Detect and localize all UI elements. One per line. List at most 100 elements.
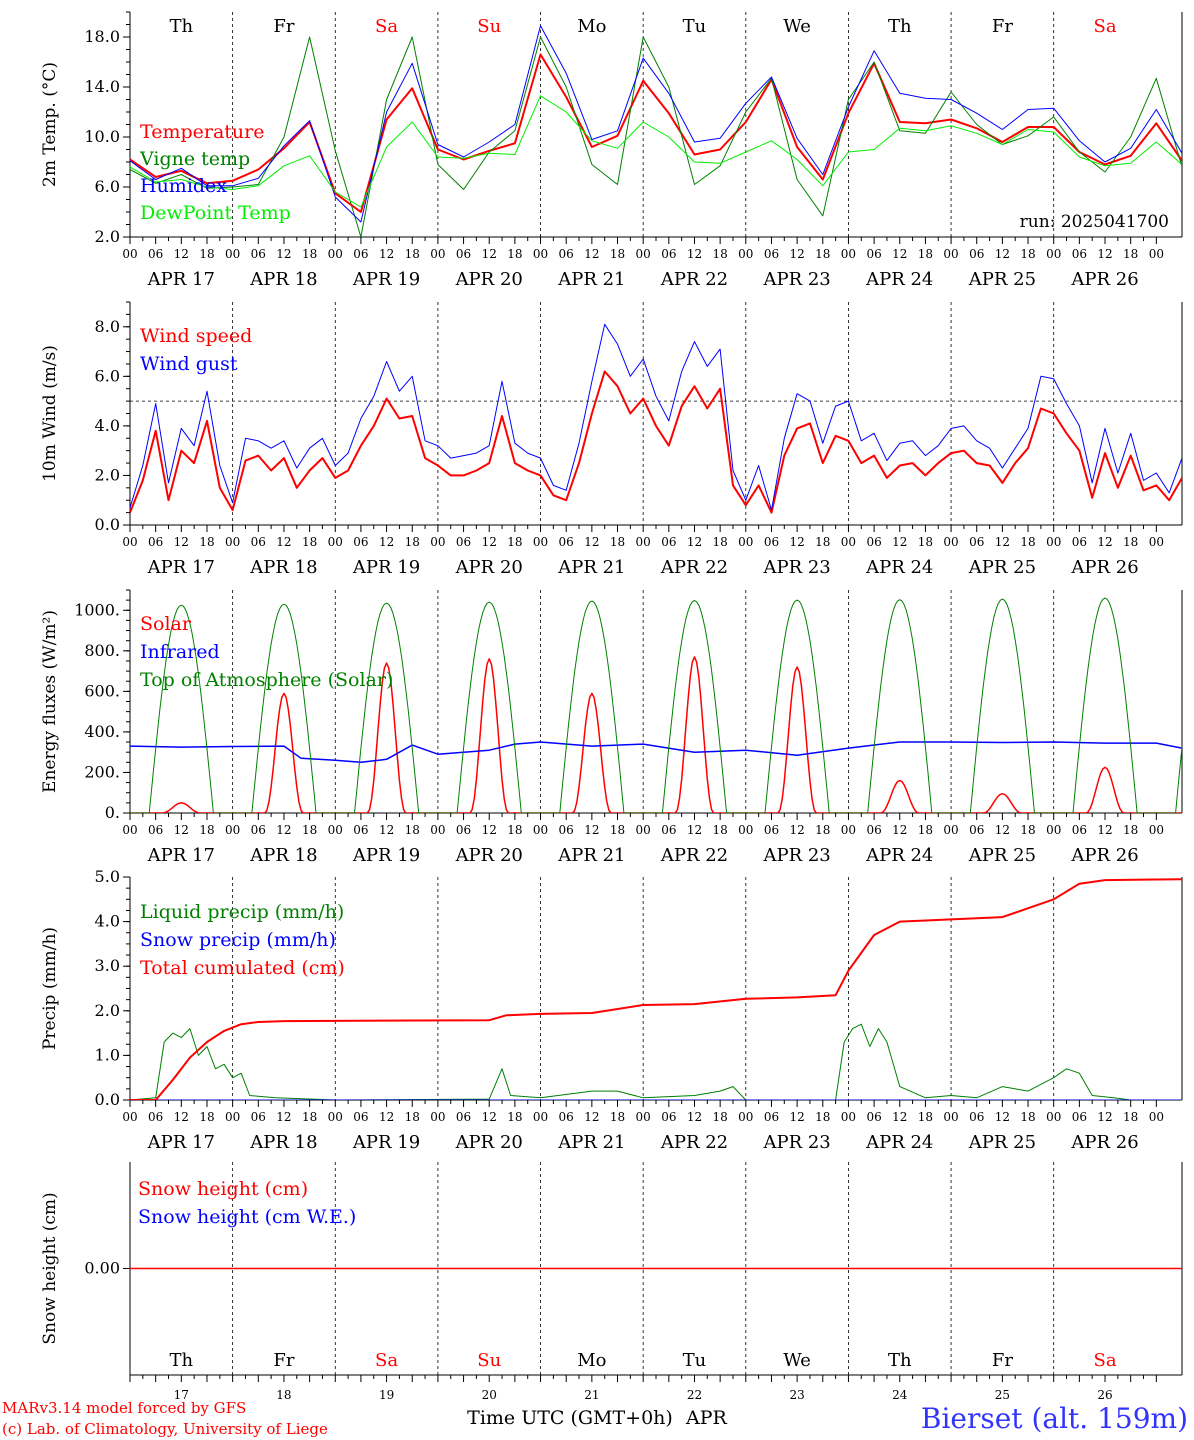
x-tick-label: 00	[328, 247, 343, 261]
day-number-label: 20	[482, 1388, 497, 1402]
x-tick-label: 12	[584, 1110, 599, 1124]
x-tick-label: 00	[1046, 823, 1061, 837]
x-tick-label: 18	[302, 247, 317, 261]
x-tick-label: 18	[405, 823, 420, 837]
date-label: APR 25	[968, 1132, 1036, 1153]
date-label: APR 19	[352, 845, 420, 866]
y-tick-label: 600.	[84, 681, 120, 700]
x-tick-label: 12	[1097, 535, 1112, 549]
x-tick-label: 00	[430, 535, 445, 549]
day-number-label: 19	[379, 1388, 394, 1402]
legend-entry: Snow height (cm W.E.)	[138, 1206, 356, 1228]
series-group	[130, 597, 1182, 813]
x-tick-label: 00	[1149, 823, 1164, 837]
x-tick-label: 00	[122, 535, 137, 549]
x-tick-label: 00	[943, 535, 958, 549]
date-label: APR 22	[660, 269, 728, 290]
y-tick-label: 6.0	[95, 177, 120, 196]
y-tick-label: 14.0	[84, 77, 120, 96]
x-tick-label: 00	[225, 1110, 240, 1124]
x-tick-label: 00	[841, 823, 856, 837]
date-label: APR 20	[455, 845, 523, 866]
x-tick-label: 00	[841, 247, 856, 261]
y-axis-label: Precip (mm/h)	[40, 927, 60, 1050]
x-tick-label: 00	[533, 247, 548, 261]
x-tick-label: 00	[841, 535, 856, 549]
x-tick-label: 18	[713, 1110, 728, 1124]
day-number-label: 25	[995, 1388, 1010, 1402]
legend-entry: Wind speed	[140, 325, 252, 347]
day-number-label: 24	[892, 1388, 908, 1402]
x-tick-label: 12	[892, 535, 907, 549]
weekday-label: We	[783, 1350, 811, 1371]
y-tick-label: 200.	[84, 762, 120, 781]
y-tick-label: 4.0	[95, 912, 120, 931]
date-label: APR 20	[455, 557, 523, 578]
y-tick-label: 0.	[105, 803, 120, 822]
x-tick-label: 12	[995, 1110, 1010, 1124]
x-tick-label: 18	[713, 535, 728, 549]
legend-entry: Temperature	[140, 121, 264, 143]
date-label: APR 24	[865, 269, 933, 290]
date-label: APR 22	[660, 845, 728, 866]
x-tick-label: 12	[379, 823, 394, 837]
date-label: APR 20	[455, 269, 523, 290]
x-tick-label: 12	[687, 1110, 702, 1124]
x-tick-label: 18	[507, 1110, 522, 1124]
x-tick-label: 06	[866, 247, 881, 261]
x-tick-label: 06	[866, 823, 881, 837]
legend-entry: Snow precip (mm/h)	[140, 929, 336, 951]
x-tick-label: 06	[969, 823, 984, 837]
x-tick-label: 12	[482, 1110, 497, 1124]
x-tick-label: 06	[559, 823, 574, 837]
x-tick-label: 18	[1020, 247, 1035, 261]
x-tick-label: 12	[1097, 823, 1112, 837]
x-tick-label: 12	[584, 247, 599, 261]
x-tick-label: 12	[276, 1110, 291, 1124]
weekday-label: Fr	[273, 16, 294, 37]
x-tick-label: 06	[764, 535, 779, 549]
x-tick-label: 06	[456, 535, 471, 549]
x-tick-label: 06	[1072, 1110, 1087, 1124]
x-tick-label: 12	[1097, 1110, 1112, 1124]
x-tick-label: 18	[302, 535, 317, 549]
y-tick-label: 5.0	[95, 867, 120, 886]
date-label: APR 25	[968, 269, 1036, 290]
date-label: APR 21	[557, 269, 625, 290]
weekday-label: Tu	[683, 16, 707, 37]
series-line	[130, 370, 1182, 514]
x-tick-label: 18	[507, 823, 522, 837]
x-tick-label: 06	[1072, 823, 1087, 837]
x-tick-label: 12	[276, 823, 291, 837]
weekday-label: Mo	[577, 16, 606, 37]
day-number-label: 21	[584, 1388, 599, 1402]
series-line	[130, 323, 1182, 511]
x-tick-label: 00	[328, 1110, 343, 1124]
series-line	[130, 878, 1182, 1100]
date-label: APR 18	[249, 269, 317, 290]
date-label: APR 26	[1070, 845, 1138, 866]
series-line	[130, 1023, 1131, 1100]
panel-wind: 0.0 2.0 4.0 6.0 8.0 10m Wind (m/s) 00 06 12 18 00 0…	[40, 301, 1183, 578]
y-tick-label: 400.	[84, 722, 120, 741]
weekday-label: Su	[477, 1350, 501, 1371]
date-label: APR 17	[147, 557, 215, 578]
date-label: APR 23	[762, 845, 830, 866]
x-tick-label: 18	[507, 535, 522, 549]
x-tick-label: 00	[225, 247, 240, 261]
x-tick-label: 00	[533, 1110, 548, 1124]
x-tick-label: 12	[482, 535, 497, 549]
legend-entry: DewPoint Temp	[140, 202, 291, 224]
weekday-label: Th	[170, 16, 194, 37]
x-tick-label: 18	[1123, 535, 1138, 549]
x-tick-label: 18	[815, 247, 830, 261]
x-tick-label: 12	[892, 823, 907, 837]
x-tick-label: 12	[482, 247, 497, 261]
x-tick-label: 06	[456, 247, 471, 261]
x-tick-label: 06	[559, 535, 574, 549]
x-tick-label: 00	[533, 823, 548, 837]
time-axis-label: Time UTC (GMT+0h)	[467, 1407, 673, 1429]
x-tick-label: 18	[610, 535, 625, 549]
y-tick-label: 8.0	[95, 317, 120, 336]
